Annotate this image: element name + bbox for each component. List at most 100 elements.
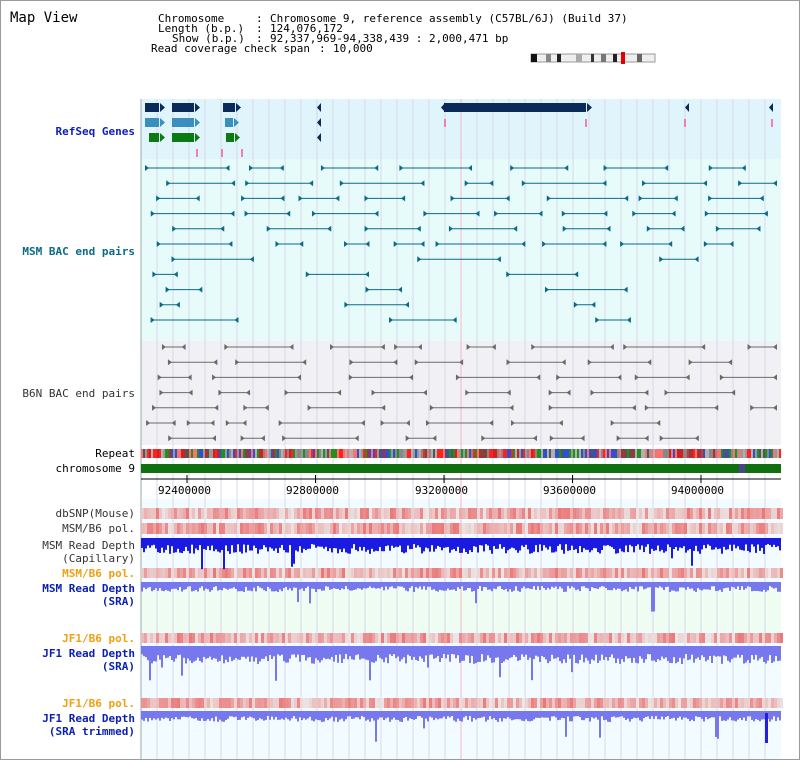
msm-sra-depth-bar xyxy=(495,582,497,590)
msm-b6-pol-cell xyxy=(603,568,606,578)
refseq-gene xyxy=(145,118,159,127)
repeat-segment xyxy=(499,449,501,458)
msm-bac-end xyxy=(521,180,526,187)
b6n-bac-end xyxy=(750,404,755,411)
repeat-segment xyxy=(609,449,611,458)
jf1-sra-depth-bar xyxy=(599,646,601,661)
msm-b6-pol-cell xyxy=(741,568,744,578)
jf1-sra-depth-bar xyxy=(723,646,725,656)
repeat-segment xyxy=(245,449,247,458)
jf1-trimmed-depth-bar xyxy=(591,711,593,718)
repeat-segment xyxy=(483,449,485,458)
jf1-b6-pol-cell xyxy=(300,698,303,708)
msm-sra-depth-bar xyxy=(679,582,681,588)
jf1-sra-depth-bar xyxy=(141,646,143,655)
dbsnp-cell xyxy=(777,508,780,519)
msm-capillary-depth-bar xyxy=(485,538,487,545)
msm-b6-pol-cell xyxy=(414,523,417,534)
jf1-sra-depth-bar xyxy=(515,646,517,657)
msm-capillary-depth-bar xyxy=(455,538,457,552)
jf1-b6-pol-cell xyxy=(726,698,729,708)
jf1-sra-depth-bar xyxy=(591,646,593,660)
jf1-b6-pol-cell xyxy=(780,633,783,643)
jf1-sra-depth-bar xyxy=(775,646,777,656)
repeat-segment xyxy=(675,449,677,458)
msm-capillary-depth-bar xyxy=(777,538,779,547)
dbsnp-cell xyxy=(726,508,729,519)
jf1-sra-depth-bar xyxy=(309,646,311,658)
b6n-bac-end xyxy=(459,359,464,366)
jf1-trimmed-depth-bar xyxy=(181,711,183,717)
jf1-trimmed-depth-bar xyxy=(667,711,669,717)
jf1-sra-depth-bar xyxy=(545,646,547,660)
jf1-b6-pol-cell xyxy=(660,698,663,708)
jf1-trimmed-depth-bar xyxy=(557,711,559,721)
msm-sra-depth-bar xyxy=(771,582,773,588)
msm-sra-depth-bar xyxy=(475,582,477,604)
jf1-trimmed-depth-bar xyxy=(779,711,781,721)
jf1-sra-depth-bar xyxy=(177,646,179,656)
msm-capillary-depth-bar xyxy=(249,538,251,551)
repeat-segment xyxy=(473,449,475,458)
msm-sra-depth-bar xyxy=(629,582,631,587)
repeat-segment xyxy=(367,449,369,458)
dbsnp-cell xyxy=(249,508,252,519)
msm-b6-pol-cell xyxy=(561,568,564,578)
jf1-sra-depth-bar xyxy=(719,646,721,657)
jf1-b6-pol-cell xyxy=(252,698,255,708)
dbsnp-cell xyxy=(162,508,165,519)
msm-capillary-depth-bar xyxy=(613,538,615,550)
jf1-trimmed-depth-bar xyxy=(293,711,295,717)
jf1-trimmed-depth-bar xyxy=(687,711,689,719)
jf1-trimmed-depth-bar xyxy=(241,711,243,718)
dbsnp-cell xyxy=(747,508,750,519)
msm-sra-depth-bar xyxy=(393,582,395,589)
jf1-sra-depth-bar xyxy=(731,646,733,660)
msm-b6-pol-cell xyxy=(528,523,531,534)
msm-sra-depth-bar xyxy=(193,582,195,591)
msm-b6-pol-cell xyxy=(747,568,750,578)
msm-sra-depth-bar xyxy=(173,582,175,589)
msm-b6-pol-cell xyxy=(468,523,471,534)
msm-b6-pol-cell xyxy=(177,568,180,578)
msm-b6-pol-cell xyxy=(147,568,150,578)
repeat-segment xyxy=(589,449,591,458)
jf1-b6-pol-cell xyxy=(624,633,627,643)
repeat-segment xyxy=(271,449,273,458)
jf1-sra-depth-bar xyxy=(421,646,423,659)
repeat-segment xyxy=(419,449,421,458)
jf1-trimmed-depth-bar xyxy=(265,711,267,720)
msm-b6-pol-cell xyxy=(777,568,780,578)
jf1-b6-pol-cell xyxy=(708,698,711,708)
jf1-trimmed-depth-bar xyxy=(529,711,531,722)
jf1-sra-depth-bar xyxy=(279,646,281,656)
dbsnp-cell xyxy=(741,508,744,519)
msm-b6-pol-cell xyxy=(705,523,708,534)
jf1-b6-pol-cell xyxy=(633,633,636,643)
msm-b6-pol-cell xyxy=(486,568,489,578)
repeat-segment xyxy=(763,449,765,458)
msm-capillary-depth-bar xyxy=(751,538,753,545)
repeat-segment xyxy=(177,449,179,458)
b6n-bac-end xyxy=(224,344,229,350)
msm-capillary-depth-bar xyxy=(309,538,311,549)
msm-b6-pol-cell xyxy=(228,523,231,534)
msm-b6-pol-cell xyxy=(582,568,585,578)
msm-capillary-depth-bar xyxy=(665,538,667,552)
msm-bac-end xyxy=(659,256,664,263)
jf1-sra-depth-bar xyxy=(771,646,773,664)
msm-b6-pol-cell xyxy=(519,568,522,578)
msm-capillary-depth-bar xyxy=(167,538,169,546)
msm-sra-depth-bar xyxy=(567,582,569,587)
jf1-trimmed-depth-bar xyxy=(745,711,747,721)
msm-b6-pol-cell xyxy=(195,568,198,578)
jf1-sra-depth-bar xyxy=(597,646,599,663)
repeat-segment xyxy=(513,449,515,458)
msm-b6-pol-cell xyxy=(558,523,561,534)
msm-sra-depth-bar xyxy=(587,582,589,589)
jf1-trimmed-depth-bar xyxy=(719,711,721,717)
jf1-sra-depth-bar xyxy=(645,646,647,660)
dbsnp-cell xyxy=(714,508,717,519)
msm-b6-pol-cell xyxy=(411,523,414,534)
msm-b6-pol-cell xyxy=(477,568,480,578)
